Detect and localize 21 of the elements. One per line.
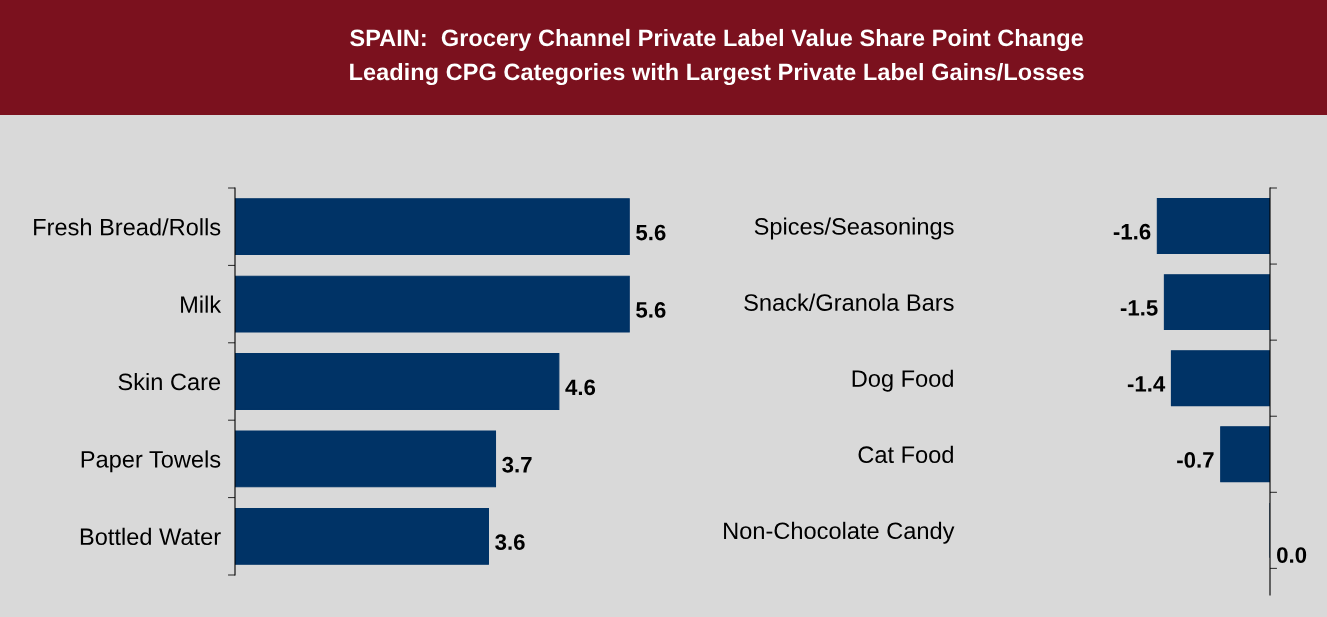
y-tick-label: Milk [181,295,222,313]
data-label: 3.6 [495,534,525,551]
data-label: -1.6 [1113,223,1151,240]
y-tick-label: Skin Care [118,372,221,391]
data-label: 4.6 [565,379,596,396]
data-label: -1.5 [1120,300,1158,316]
data-label: -1.4 [1127,376,1166,392]
y-tick-label: Cat Food [858,445,953,464]
y-tick-label: Dog Food [852,369,953,392]
y-tick-label: Non-Chocolate Candy [724,521,955,544]
y-tick-label: Fresh Bread/Rolls [34,218,221,236]
data-label: 5.6 [636,224,666,241]
data-label: -0.7 [1177,452,1214,468]
y-tick-label: Paper Towels [81,450,221,473]
data-label: 3.7 [502,456,532,473]
text: SPAIN: Grocery Channel Private Label Value Share Point Change Leading CPG Categories with Largest Private Label Gains/Losses [350,28,1084,86]
data-label: 0.0 [1277,547,1307,563]
data-label: 5.6 [636,302,666,318]
y-tick-label: Bottled Water [80,527,221,546]
y-tick-label: Snack/Granola Bars [744,293,954,311]
y-tick-label: Spices/Seasonings [754,217,954,240]
